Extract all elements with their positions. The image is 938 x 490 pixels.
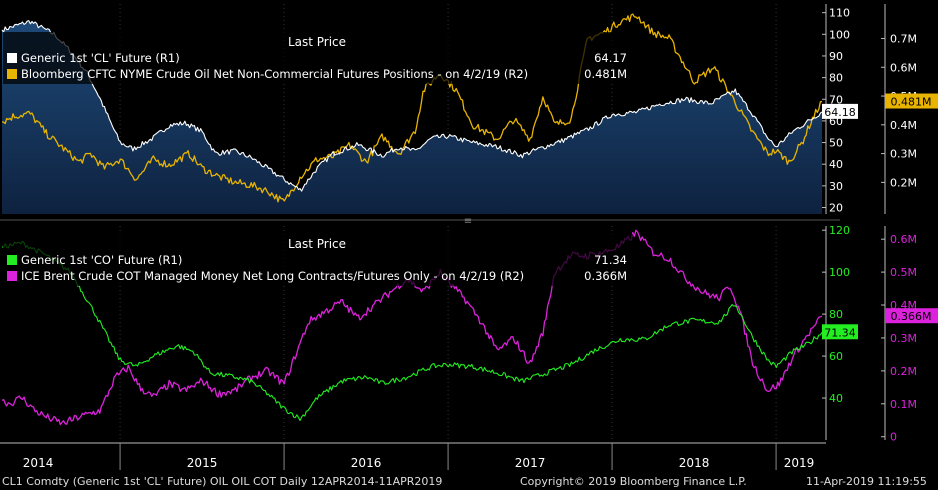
footer-timestamp: 11-Apr-2019 11:19:55 bbox=[806, 475, 927, 488]
legend-bottom-title: Last Price bbox=[287, 237, 347, 251]
axis-right-tick-label: 0.2M bbox=[890, 176, 917, 189]
last-value-left: 71.34 bbox=[824, 326, 856, 339]
legend-swatch-white bbox=[7, 53, 17, 63]
axis-right-tick-label: 0.6M bbox=[890, 61, 917, 74]
x-axis-label-2014: 2014 bbox=[23, 456, 54, 470]
axis-left-tick-label: 110 bbox=[829, 7, 850, 20]
axis-right-tick-label: 0.6M bbox=[890, 233, 917, 246]
axis-right-tick-label: 0 bbox=[890, 431, 897, 444]
axis-right-tick-label: 0.3M bbox=[890, 148, 917, 161]
last-value-flag-right bbox=[885, 93, 938, 109]
panel-divider-grip-icon: ≡ bbox=[464, 216, 472, 227]
last-value-flag-right bbox=[885, 308, 938, 324]
last-value-right: 0.366M bbox=[891, 310, 932, 323]
axis-left-tick-label: 120 bbox=[829, 224, 850, 237]
x-axis-strip bbox=[0, 443, 938, 473]
legend-bottom-row-1-label: Generic 1st 'CO' Future (R1) bbox=[21, 253, 183, 267]
last-value-left: 64.18 bbox=[824, 106, 856, 119]
last-value-right: 0.481M bbox=[891, 96, 932, 109]
legend-swatch-gold bbox=[7, 69, 17, 79]
legend-top-title: Last Price bbox=[287, 35, 347, 49]
legend-bottom: Last Price Generic 1st 'CO' Future (R1) … bbox=[3, 234, 633, 286]
area-fill-cl bbox=[2, 20, 822, 215]
legend-bottom-row-2-value: 0.366M bbox=[584, 269, 627, 283]
footer-ticker: CL1 Comdty (Generic 1st 'CL' Future) OIL… bbox=[2, 475, 443, 488]
legend-bottom-row-1: Generic 1st 'CO' Future (R1) 71.34 bbox=[7, 252, 627, 268]
x-axis-label-2019: 2019 bbox=[784, 456, 815, 470]
axis-left-tick-label: 20 bbox=[829, 202, 843, 215]
series-line-cftc-positions bbox=[1, 13, 823, 203]
legend-top-row-2: Bloomberg CFTC NYME Crude Oil Net Non-Co… bbox=[7, 66, 627, 82]
axis-right-tick-label: 0.1M bbox=[890, 398, 917, 411]
axis-right-tick-label: 0.7M bbox=[890, 33, 917, 46]
x-axis-label-2016: 2016 bbox=[351, 456, 382, 470]
legend-top: Last Price Generic 1st 'CL' Future (R1) … bbox=[3, 32, 633, 84]
axis-left-tick-label: 60 bbox=[829, 350, 843, 363]
x-axis-label-2015: 2015 bbox=[187, 456, 218, 470]
axis-right-tick-label: 0.4M bbox=[890, 119, 917, 132]
axis-left-tick-label: 80 bbox=[829, 72, 843, 85]
series-line-cl-future bbox=[1, 20, 823, 192]
legend-top-row-1-value: 64.17 bbox=[594, 51, 627, 65]
x-axis-label-2017: 2017 bbox=[515, 456, 546, 470]
axis-left-tick-label: 80 bbox=[829, 308, 843, 321]
series-line-co-future bbox=[1, 240, 823, 422]
legend-top-row-2-value: 0.481M bbox=[584, 67, 627, 81]
legend-swatch-magenta bbox=[7, 271, 17, 281]
last-value-flag-left bbox=[822, 103, 858, 119]
last-value-flag-left bbox=[822, 324, 858, 340]
axis-left-tick-label: 70 bbox=[829, 93, 843, 106]
axis-left-tick-label: 100 bbox=[829, 28, 850, 41]
axis-right-tick-label: 0.3M bbox=[890, 332, 917, 345]
legend-bottom-row-2-label: ICE Brent Crude COT Managed Money Net Lo… bbox=[21, 269, 525, 283]
footer-copyright: Copyright© 2019 Bloomberg Finance L.P. bbox=[520, 475, 747, 488]
axis-left-tick-label: 90 bbox=[829, 50, 843, 63]
axis-left-tick-label: 40 bbox=[829, 158, 843, 171]
axis-left-tick-label: 30 bbox=[829, 180, 843, 193]
axis-left-tick-label: 100 bbox=[829, 266, 850, 279]
legend-bottom-row-1-value: 71.34 bbox=[594, 253, 627, 267]
legend-bottom-row-2: ICE Brent Crude COT Managed Money Net Lo… bbox=[7, 268, 627, 284]
axis-right-tick-label: 0.2M bbox=[890, 365, 917, 378]
legend-top-row-2-label: Bloomberg CFTC NYME Crude Oil Net Non-Co… bbox=[21, 67, 529, 81]
axis-right-tick-label: 0.5M bbox=[890, 266, 917, 279]
axis-left-tick-label: 40 bbox=[829, 392, 843, 405]
legend-top-row-1: Generic 1st 'CL' Future (R1) 64.17 bbox=[7, 50, 627, 66]
legend-top-row-1-label: Generic 1st 'CL' Future (R1) bbox=[21, 51, 180, 65]
footer-bar: CL1 Comdty (Generic 1st 'CL' Future) OIL… bbox=[0, 473, 938, 490]
x-axis-label-2018: 2018 bbox=[679, 456, 710, 470]
axis-left-tick-label: 50 bbox=[829, 137, 843, 150]
legend-swatch-green bbox=[7, 255, 17, 265]
